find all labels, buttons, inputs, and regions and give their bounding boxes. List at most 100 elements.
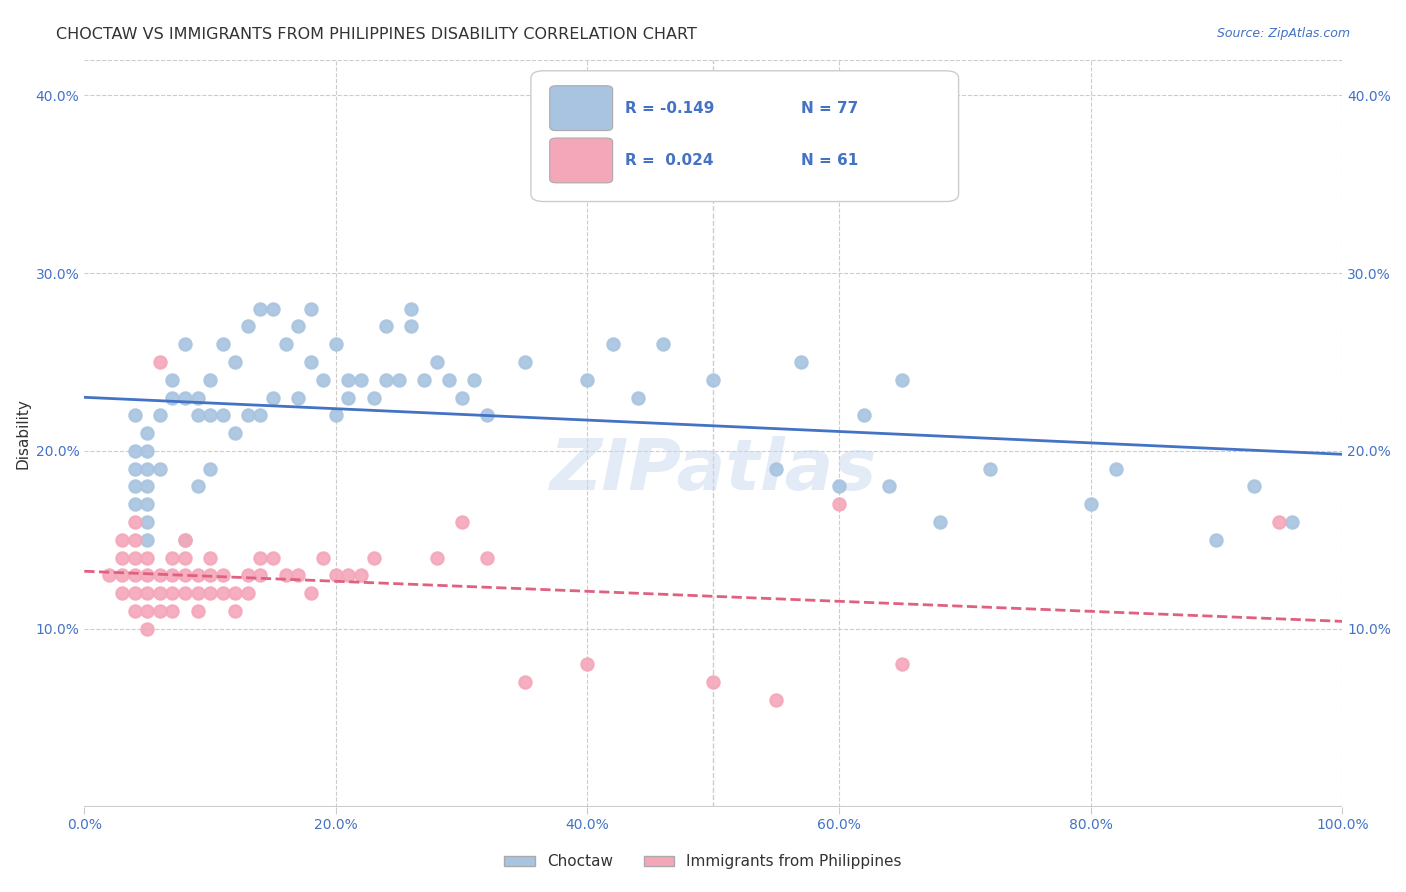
Point [174, 533, 197, 547]
Point [186, 409, 208, 423]
Legend: Choctaw, Immigrants from Philippines: Choctaw, Immigrants from Philippines [498, 848, 908, 875]
Point [576, 657, 599, 672]
Point [124, 515, 146, 529]
FancyBboxPatch shape [531, 70, 959, 202]
Point [149, 355, 172, 369]
Text: R =  0.024: R = 0.024 [626, 153, 714, 168]
Point [450, 515, 472, 529]
Point [198, 568, 221, 582]
Point [425, 550, 447, 565]
Point [274, 568, 297, 582]
Point [236, 319, 259, 334]
Point [325, 337, 347, 351]
FancyBboxPatch shape [550, 86, 613, 130]
Text: R = -0.149: R = -0.149 [626, 101, 714, 116]
Point [211, 568, 233, 582]
Point [299, 355, 322, 369]
Point [211, 337, 233, 351]
Point [111, 586, 134, 600]
Point [174, 533, 197, 547]
Point [162, 604, 184, 618]
Point [765, 461, 787, 475]
Point [111, 568, 134, 582]
Point [249, 301, 271, 316]
Text: N = 61: N = 61 [801, 153, 859, 168]
Point [287, 319, 309, 334]
Point [337, 373, 360, 387]
Point [236, 409, 259, 423]
Point [149, 604, 172, 618]
Point [136, 479, 159, 493]
Point [475, 409, 498, 423]
Point [388, 373, 411, 387]
Point [828, 497, 851, 511]
Text: CHOCTAW VS IMMIGRANTS FROM PHILIPPINES DISABILITY CORRELATION CHART: CHOCTAW VS IMMIGRANTS FROM PHILIPPINES D… [56, 27, 697, 42]
Point [437, 373, 460, 387]
Point [413, 373, 436, 387]
Point [450, 391, 472, 405]
Point [124, 409, 146, 423]
Point [891, 373, 914, 387]
Point [136, 533, 159, 547]
Point [702, 373, 724, 387]
Point [576, 373, 599, 387]
Point [224, 426, 246, 441]
Point [162, 568, 184, 582]
Point [1268, 515, 1291, 529]
Point [136, 443, 159, 458]
Point [513, 355, 536, 369]
Point [124, 443, 146, 458]
Point [337, 391, 360, 405]
Point [198, 409, 221, 423]
Point [325, 568, 347, 582]
Point [828, 479, 851, 493]
Point [124, 533, 146, 547]
Point [979, 461, 1001, 475]
Point [124, 550, 146, 565]
Point [262, 550, 284, 565]
Point [375, 373, 398, 387]
Point [136, 550, 159, 565]
Point [513, 675, 536, 690]
Point [211, 409, 233, 423]
Point [186, 586, 208, 600]
Point [287, 391, 309, 405]
Point [363, 550, 385, 565]
Point [702, 675, 724, 690]
Point [236, 586, 259, 600]
Point [425, 355, 447, 369]
Point [174, 586, 197, 600]
Point [401, 301, 423, 316]
Point [1105, 461, 1128, 475]
Point [236, 568, 259, 582]
Point [198, 461, 221, 475]
Point [174, 550, 197, 565]
Point [124, 586, 146, 600]
Point [174, 391, 197, 405]
Point [162, 373, 184, 387]
Point [299, 301, 322, 316]
Point [249, 568, 271, 582]
Point [162, 586, 184, 600]
Point [124, 479, 146, 493]
Point [198, 373, 221, 387]
Point [136, 586, 159, 600]
Point [602, 337, 624, 351]
Point [1205, 533, 1227, 547]
Point [790, 355, 813, 369]
Point [162, 550, 184, 565]
Point [136, 622, 159, 636]
Point [928, 515, 950, 529]
Point [224, 586, 246, 600]
Text: Source: ZipAtlas.com: Source: ZipAtlas.com [1216, 27, 1350, 40]
Point [98, 568, 121, 582]
Point [136, 604, 159, 618]
Point [186, 604, 208, 618]
Point [274, 337, 297, 351]
Point [312, 373, 335, 387]
Point [198, 550, 221, 565]
Point [375, 319, 398, 334]
Point [891, 657, 914, 672]
Point [149, 461, 172, 475]
Y-axis label: Disability: Disability [15, 398, 30, 468]
